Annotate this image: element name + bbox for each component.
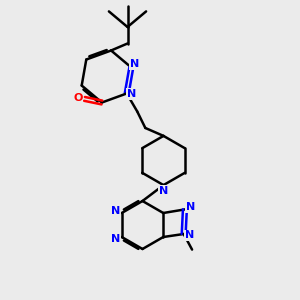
Text: N: N — [186, 202, 196, 212]
Text: N: N — [130, 59, 139, 69]
Text: N: N — [111, 206, 120, 217]
Text: N: N — [127, 89, 136, 99]
Text: O: O — [73, 93, 83, 103]
Text: N: N — [185, 230, 194, 241]
Text: N: N — [159, 186, 168, 196]
Text: N: N — [111, 233, 120, 244]
